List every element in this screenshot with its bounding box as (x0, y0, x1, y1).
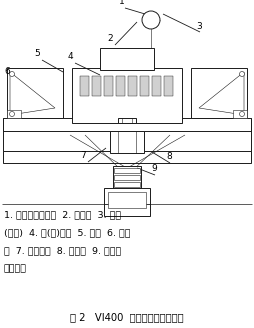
Text: 座  7. 三角带轮  8. 主轴箱  9. 出料带: 座 7. 三角带轮 8. 主轴箱 9. 出料带 (4, 246, 121, 255)
Circle shape (9, 112, 14, 116)
Polygon shape (199, 72, 244, 115)
Text: 6: 6 (4, 67, 10, 76)
Text: 5: 5 (34, 49, 40, 58)
Circle shape (142, 11, 160, 29)
Bar (72, 68, 182, 123)
Bar (104, 188, 150, 216)
Bar (104, 76, 113, 96)
Polygon shape (10, 72, 55, 115)
Text: 8: 8 (166, 152, 172, 161)
Bar (164, 76, 173, 96)
Bar (152, 76, 161, 96)
Bar (113, 166, 141, 188)
Bar (3, 118, 251, 131)
Bar (114, 182, 140, 187)
Text: 3: 3 (196, 22, 202, 31)
Bar (191, 68, 247, 118)
Bar (140, 76, 149, 96)
Bar (118, 118, 136, 123)
Circle shape (240, 112, 245, 116)
Bar (7, 110, 21, 118)
Bar (128, 76, 137, 96)
Text: 1: 1 (119, 0, 125, 6)
Circle shape (240, 72, 245, 76)
Text: 4: 4 (67, 52, 73, 61)
Bar (114, 175, 140, 180)
Circle shape (9, 72, 14, 76)
Text: 2: 2 (107, 34, 113, 43)
Bar (100, 48, 154, 70)
Bar (92, 76, 101, 96)
Text: 9: 9 (151, 164, 157, 173)
Bar (3, 151, 251, 163)
Bar (7, 68, 63, 118)
Bar (80, 76, 89, 96)
Bar (114, 168, 140, 173)
Bar (110, 131, 144, 153)
Text: 7: 7 (80, 151, 86, 160)
Text: 式输送机: 式输送机 (4, 264, 27, 273)
Text: 1. 进料带式输送机  2. 给料器  3. 叶轮: 1. 进料带式输送机 2. 给料器 3. 叶轮 (4, 210, 121, 219)
Text: (转子)  4. 圆(方)铁砧  5. 电机  6. 电机: (转子) 4. 圆(方)铁砧 5. 电机 6. 电机 (4, 228, 131, 237)
Bar (233, 110, 247, 118)
Text: 图 2   VI400  立式破碎机结构简图: 图 2 VI400 立式破碎机结构简图 (70, 312, 184, 322)
Bar (108, 192, 146, 208)
Bar (116, 76, 125, 96)
